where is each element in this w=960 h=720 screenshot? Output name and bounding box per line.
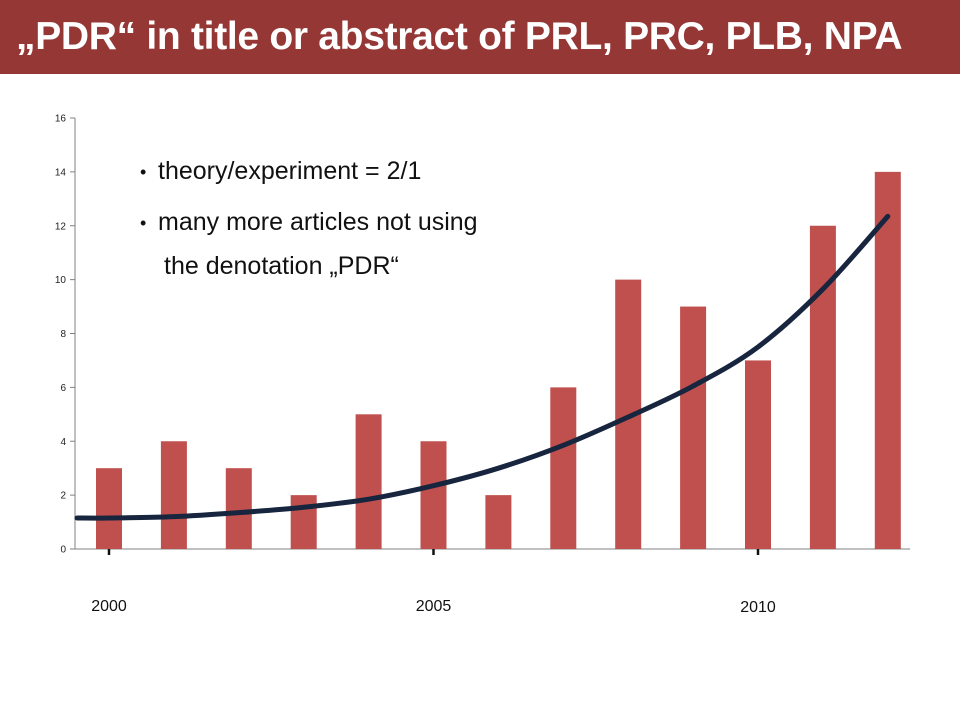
y-tick-label: 4 — [60, 437, 66, 448]
title-bar: „PDR“ in title or abstract of PRL, PRC, … — [0, 0, 960, 74]
y-tick-label: 12 — [55, 221, 67, 232]
y-tick-label: 0 — [60, 545, 66, 556]
bar-2002 — [225, 468, 252, 549]
y-tick-label: 8 — [60, 329, 66, 340]
y-tick-label: 2 — [60, 491, 66, 502]
bar-2003 — [290, 495, 317, 549]
bullet-dot-icon: • — [140, 212, 147, 233]
y-tick-label: 16 — [55, 114, 67, 125]
note-text-2b: the denotation „PDR“ — [164, 252, 399, 280]
bar-2012 — [874, 171, 901, 549]
bar-2011 — [809, 225, 836, 549]
bar-2001 — [160, 441, 187, 549]
bar-2009 — [680, 306, 707, 549]
note-bullet-2-continued: the denotation „PDR“ — [164, 252, 399, 281]
y-tick-label: 6 — [60, 383, 66, 394]
y-tick-label: 14 — [55, 167, 67, 178]
bar-2005 — [420, 441, 447, 549]
note-text-1: theory/experiment = 2/1 — [158, 157, 422, 185]
note-bullet-1: • theory/experiment = 2/1 — [140, 157, 421, 186]
bar-2010 — [745, 360, 771, 549]
trend-line — [74, 213, 891, 521]
note-bullet-2: • many more articles not using — [140, 208, 478, 237]
bar-2006 — [485, 495, 512, 549]
x-tick-label-2005: 2005 — [416, 598, 452, 615]
bar-2007 — [550, 387, 577, 549]
y-tick-label: 10 — [55, 275, 67, 286]
note-text-2a: many more articles not using — [158, 208, 478, 236]
bar-2004 — [355, 414, 382, 549]
bar-2000 — [96, 468, 122, 549]
bullet-dot-icon: • — [140, 161, 147, 182]
x-tick-label-2010: 2010 — [740, 599, 776, 616]
slide-title: „PDR“ in title or abstract of PRL, PRC, … — [16, 15, 903, 58]
x-tick-label-2000: 2000 — [91, 598, 127, 615]
